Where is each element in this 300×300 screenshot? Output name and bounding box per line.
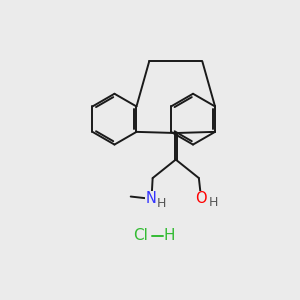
Text: H: H xyxy=(163,228,175,243)
Text: H: H xyxy=(208,196,218,209)
Text: Cl: Cl xyxy=(134,228,148,243)
Text: H: H xyxy=(157,196,166,209)
Text: N: N xyxy=(146,191,157,206)
Text: O: O xyxy=(195,191,207,206)
